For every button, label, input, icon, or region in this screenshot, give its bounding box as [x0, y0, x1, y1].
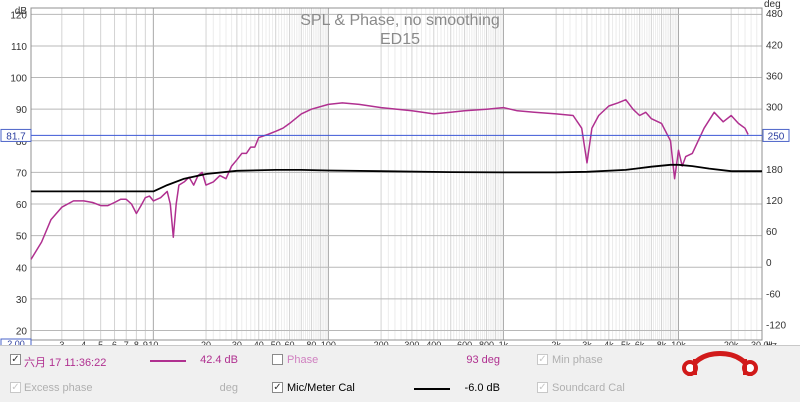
mic-cal-checkbox[interactable]: ✓ [272, 382, 283, 393]
plot-frame [30, 7, 763, 341]
x-tick-label: 30 [232, 340, 242, 345]
chart-series [30, 98, 762, 260]
y-axis-label: dB [15, 6, 28, 17]
y-tick-label: 90 [16, 105, 28, 116]
x-tick-label: 20 [201, 340, 211, 345]
spl-phase-chart[interactable]: 2030405060708090100110120dB-120-60060120… [0, 0, 800, 345]
x-tick-label: 600 [457, 340, 472, 345]
mic-cal-label: Mic/Meter Cal [287, 382, 355, 394]
chart-labels: SPL & Phase, no smoothing ED15 81.7 250 [0, 12, 790, 142]
y-right-tick-label: 120 [766, 196, 783, 207]
x-tick-label: 9 [143, 340, 148, 345]
measurement-value: 42.4 dB [200, 354, 238, 366]
x-tick-label: 100 [321, 340, 336, 345]
excess-phase-checkbox[interactable]: ✓ [10, 382, 21, 393]
x-tick-label: 30.0k [751, 340, 774, 345]
x-tick-label: 8 [134, 340, 139, 345]
x-tick-label: 300 [404, 340, 419, 345]
min-phase-label: Min phase [552, 354, 603, 366]
y-right-tick-label: 360 [766, 71, 783, 82]
x-tick-label: 60 [285, 340, 295, 345]
y-right-tick-label: -120 [766, 320, 786, 331]
phase-value: 93 deg [466, 354, 500, 366]
headphones-logo [682, 351, 758, 377]
cursor-left-box [0, 128, 32, 142]
x-tick-label: 400 [426, 340, 441, 345]
y-right-tick-label: 0 [766, 258, 772, 269]
y-right-tick-label: 300 [766, 103, 783, 114]
y-right-tick-label: 180 [766, 165, 783, 176]
x-tick-label: 4k [604, 340, 614, 345]
y-tick-label: 110 [11, 42, 27, 53]
x-tick-label: 4 [81, 340, 86, 345]
x-tick-label: 5k [621, 340, 631, 345]
series-line [31, 163, 762, 193]
x-tick-label: 6 [112, 340, 117, 345]
x-tick-label: 3 [59, 340, 64, 345]
x-tick-label: 20k [724, 340, 739, 345]
x-tick-label: 8k [657, 340, 667, 345]
y-tick-label: 120 [10, 10, 27, 21]
y-right-axis-label: deg [764, 0, 781, 10]
legend-row-1: ✓ 六月 17 11:36:22 42.4 dB Phase 93 deg ✓ … [0, 346, 800, 374]
x-start-box [0, 338, 32, 345]
phase-checkbox[interactable] [272, 354, 283, 365]
x-unit-label: Hz [766, 340, 777, 345]
x-tick-label: 40 [254, 340, 264, 345]
measurement-swatch [150, 360, 186, 362]
legend-panel: ✓ 六月 17 11:36:22 42.4 dB Phase 93 deg ✓ … [0, 345, 800, 402]
x-tick-label: 200 [374, 340, 389, 345]
y-tick-label: 40 [16, 263, 28, 274]
measurement-checkbox[interactable]: ✓ [10, 354, 21, 365]
y-right-tick-label: -60 [766, 289, 781, 300]
x-tick-label: 80 [306, 340, 316, 345]
cursor-right-box [762, 128, 790, 142]
y-tick-label: 80 [16, 137, 28, 148]
x-tick-label: 7 [124, 340, 129, 345]
y-right-tick-label: 420 [766, 40, 783, 51]
x-tick-label: 6k [635, 340, 645, 345]
y-right-tick-label: 60 [766, 227, 778, 238]
phase-label: Phase [287, 354, 319, 366]
y-tick-label: 30 [16, 295, 28, 306]
x-tick-label: 3k [582, 340, 592, 345]
x-tick-label: 1k [499, 340, 509, 345]
x-tick-label: 50 [271, 340, 281, 345]
x-tick-label: 2k [551, 340, 561, 345]
x-tick-label: 800 [479, 340, 494, 345]
measurement-label: 六月 17 11:36:22 [24, 357, 107, 369]
y-tick-label: 70 [16, 168, 28, 179]
chart-title: SPL & Phase, no smoothing [300, 12, 500, 29]
mic-cal-swatch [414, 388, 450, 390]
cursor-left-label: 81.7 [6, 131, 26, 142]
excess-phase-unit: deg [219, 382, 238, 394]
cursor-right-label: 250 [768, 131, 785, 142]
x-tick-label: 10 [148, 340, 158, 345]
mic-cal-value: -6.0 dB [464, 382, 500, 394]
soundcard-cal-label: Soundcard Cal [552, 382, 625, 394]
chart-axes: 2030405060708090100110120dB-120-60060120… [0, 0, 786, 345]
series-line [30, 98, 749, 260]
y-tick-label: 50 [16, 232, 28, 243]
excess-phase-label: Excess phase [24, 382, 93, 394]
legend-row-2: ✓ Excess phase deg ✓ Mic/Meter Cal -6.0 … [0, 374, 800, 402]
soundcard-cal-checkbox[interactable]: ✓ [537, 382, 548, 393]
y-tick-label: 60 [16, 200, 28, 211]
chart-subtitle: ED15 [380, 31, 420, 48]
x-tick-label: 5 [98, 340, 103, 345]
y-right-tick-label: 480 [766, 9, 783, 20]
x-start-label: 2.00 [7, 339, 25, 345]
x-tick-label: 10k [671, 340, 686, 345]
min-phase-checkbox[interactable]: ✓ [537, 354, 548, 365]
y-tick-label: 100 [10, 74, 27, 85]
y-tick-label: 20 [16, 327, 28, 338]
